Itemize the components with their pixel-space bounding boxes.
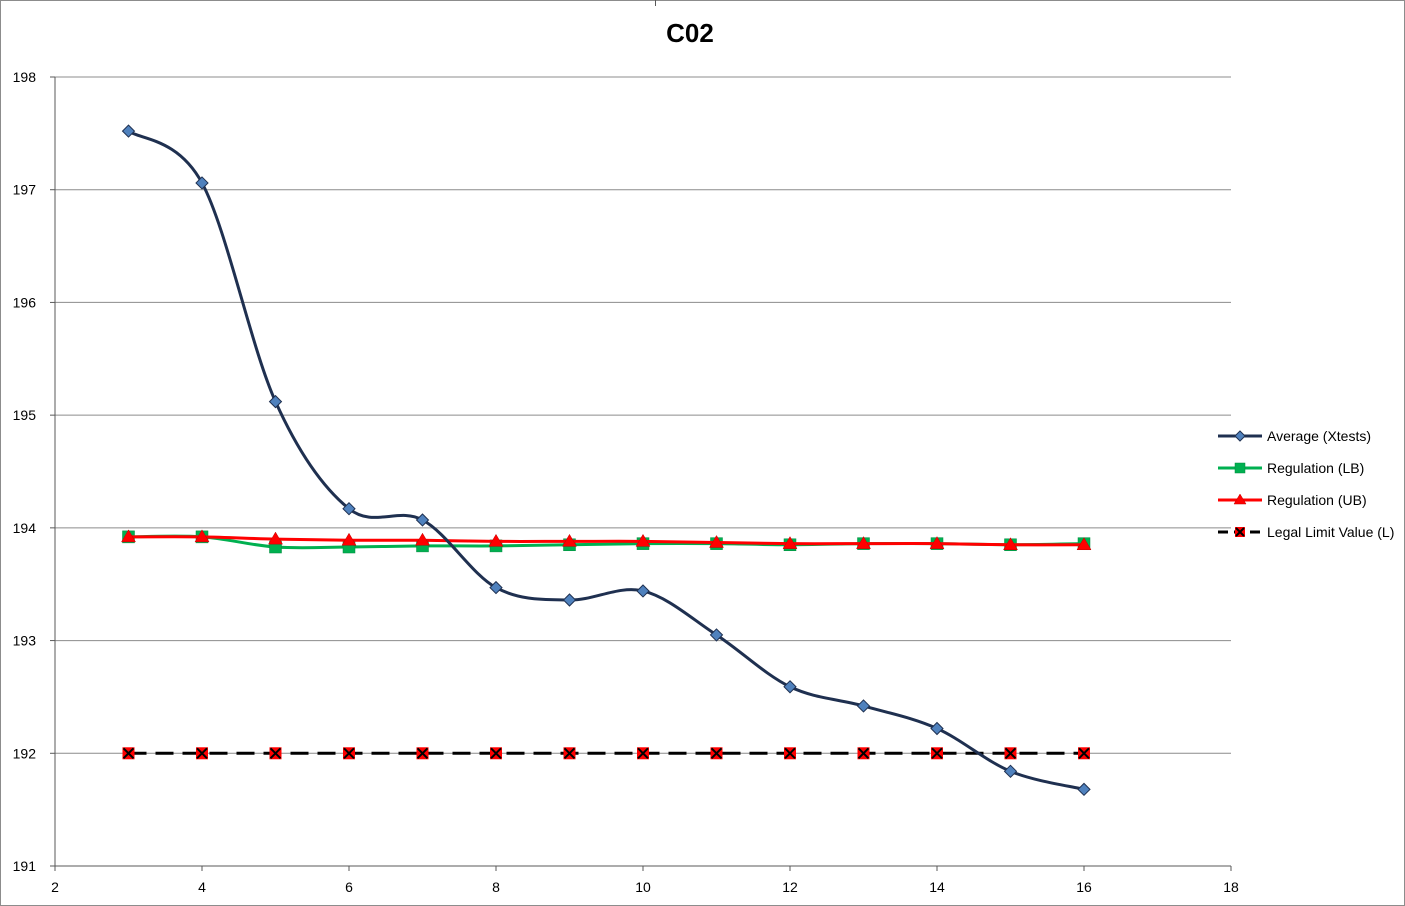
data-point — [1077, 782, 1091, 797]
data-point-cross — [269, 747, 282, 759]
chart-title: C02 — [666, 18, 714, 48]
data-point — [635, 533, 651, 547]
data-point — [930, 721, 944, 736]
legend-item-2: Regulation (UB) — [1218, 492, 1367, 508]
data-point — [121, 529, 136, 543]
data-point — [931, 747, 943, 760]
data-point-cross — [122, 747, 135, 759]
x-tick-label: 2 — [51, 879, 59, 895]
legend-item-1: Regulation (LB) — [1218, 460, 1364, 476]
data-point — [636, 584, 650, 598]
y-tick-label: 192 — [13, 745, 37, 761]
data-point — [1003, 537, 1018, 551]
data-point — [709, 535, 724, 548]
data-point — [1076, 537, 1092, 551]
data-point — [562, 593, 577, 607]
series-2 — [121, 529, 1092, 551]
data-point — [637, 747, 649, 760]
data-point — [415, 513, 430, 527]
data-point — [709, 628, 724, 642]
series-3 — [122, 747, 1090, 760]
data-point — [784, 747, 796, 760]
y-tick-label: 198 — [13, 69, 37, 85]
legend-marker-cross — [1235, 527, 1245, 537]
data-point-cross — [1004, 747, 1017, 759]
data-point — [196, 747, 208, 760]
x-tick-label: 14 — [929, 879, 945, 895]
data-point — [1004, 747, 1017, 760]
data-point — [489, 580, 503, 595]
legend: Average (Xtests) Regulation (LB) Regulatio… — [1218, 428, 1394, 540]
y-tick-label: 197 — [13, 182, 37, 198]
data-point-cross — [416, 747, 429, 759]
axes: 191 192 193 194 195 196 197 198 2 4 6 8 10 12 14 16 18 — [13, 69, 1239, 895]
data-point — [782, 536, 798, 549]
x-tick-label: 18 — [1223, 879, 1239, 895]
data-point — [783, 680, 797, 694]
x-tick-label: 8 — [492, 879, 500, 895]
y-tick-label: 191 — [13, 858, 37, 874]
series-line — [128, 535, 1085, 547]
data-point — [121, 124, 136, 138]
data-point-cross — [637, 747, 649, 759]
legend-label: Regulation (UB) — [1267, 492, 1367, 508]
series-layer — [121, 124, 1092, 797]
data-point-cross — [490, 747, 502, 759]
y-tick-label: 194 — [13, 520, 37, 536]
y-tick-label: 193 — [13, 633, 37, 649]
gridlines — [55, 76, 1231, 754]
data-point — [342, 501, 356, 516]
data-point — [857, 747, 870, 760]
data-point — [490, 747, 502, 760]
legend-marker — [1234, 462, 1246, 474]
legend-label: Average (Xtests) — [1267, 428, 1371, 444]
legend-item-0: Average (Xtests) — [1218, 428, 1371, 444]
legend-item-3: Legal Limit Value (L) — [1218, 524, 1394, 540]
data-point — [1078, 747, 1090, 760]
y-tick-label: 195 — [13, 407, 37, 423]
data-point-cross — [710, 747, 723, 759]
data-point — [194, 529, 210, 543]
x-tick-label: 10 — [635, 879, 651, 895]
data-point — [488, 533, 504, 547]
data-point — [710, 747, 723, 760]
data-point — [195, 176, 209, 190]
data-point-cross — [931, 747, 943, 759]
data-point-cross — [563, 747, 576, 759]
legend-marker — [1234, 430, 1246, 442]
data-point — [1003, 764, 1018, 779]
data-point — [929, 536, 945, 549]
legend-marker — [1235, 527, 1245, 537]
x-tick-label: 12 — [782, 879, 798, 895]
x-tick-label: 6 — [345, 879, 353, 895]
data-point-cross — [343, 747, 355, 759]
legend-label: Regulation (LB) — [1267, 460, 1364, 476]
x-tick-label: 4 — [198, 879, 206, 895]
data-point-cross — [857, 747, 870, 759]
data-point — [268, 531, 283, 545]
data-point — [268, 394, 283, 409]
data-point-cross — [1078, 747, 1090, 759]
data-point — [343, 747, 355, 760]
data-point — [416, 747, 429, 760]
data-point-cross — [784, 747, 796, 759]
data-point — [856, 536, 871, 549]
series-line — [127, 129, 1085, 791]
data-point — [122, 747, 135, 760]
data-point — [563, 747, 576, 760]
data-point — [856, 699, 871, 713]
top-edge-tick — [655, 0, 656, 6]
data-point — [269, 747, 282, 760]
data-point — [341, 532, 357, 546]
series-0 — [121, 124, 1091, 797]
data-point — [562, 533, 577, 547]
x-tick-label: 16 — [1076, 879, 1092, 895]
y-tick-label: 196 — [13, 294, 37, 310]
legend-label: Legal Limit Value (L) — [1267, 524, 1394, 540]
legend-marker — [1233, 493, 1247, 505]
data-point-cross — [196, 747, 208, 759]
data-point — [415, 532, 430, 546]
